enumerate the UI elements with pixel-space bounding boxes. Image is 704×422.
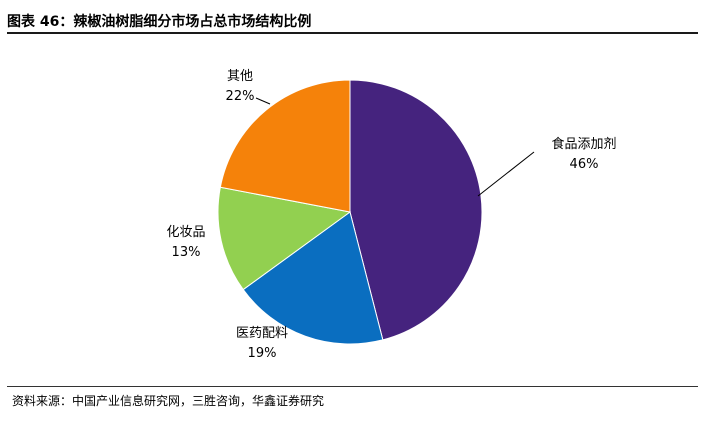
title-bar: 图表 46：辣椒油树脂细分市场占总市场结构比例 bbox=[7, 7, 698, 35]
leader-line bbox=[477, 151, 535, 197]
slice-label: 食品添加剂 bbox=[551, 136, 616, 152]
chart-title: 图表 46：辣椒油树脂细分市场占总市场结构比例 bbox=[7, 14, 312, 30]
slice-value-label: 19% bbox=[248, 346, 277, 361]
slice-labels: 食品添加剂 46% 医药配料 19% 化妆品 13% 其他 22% bbox=[166, 69, 616, 361]
leader-line bbox=[255, 97, 271, 105]
title-divider bbox=[7, 32, 698, 34]
pie-slice bbox=[349, 79, 483, 341]
leader-lines bbox=[255, 97, 535, 197]
slice-label: 化妆品 bbox=[166, 225, 205, 240]
pie-slice bbox=[219, 79, 351, 213]
source-note: 资料来源：中国产业信息研究网，三胜咨询，华鑫证券研究 bbox=[12, 394, 325, 408]
slice-label: 其他 bbox=[227, 69, 253, 84]
slice-label: 医药配料 bbox=[236, 326, 288, 341]
pie-slices bbox=[217, 79, 483, 345]
footer-divider bbox=[7, 386, 698, 387]
pie-slice bbox=[217, 186, 352, 291]
slice-value-label: 13% bbox=[172, 245, 201, 260]
slice-value-label: 46% bbox=[570, 157, 599, 172]
pie-slice bbox=[242, 211, 384, 345]
slice-value-label: 22% bbox=[226, 89, 255, 104]
